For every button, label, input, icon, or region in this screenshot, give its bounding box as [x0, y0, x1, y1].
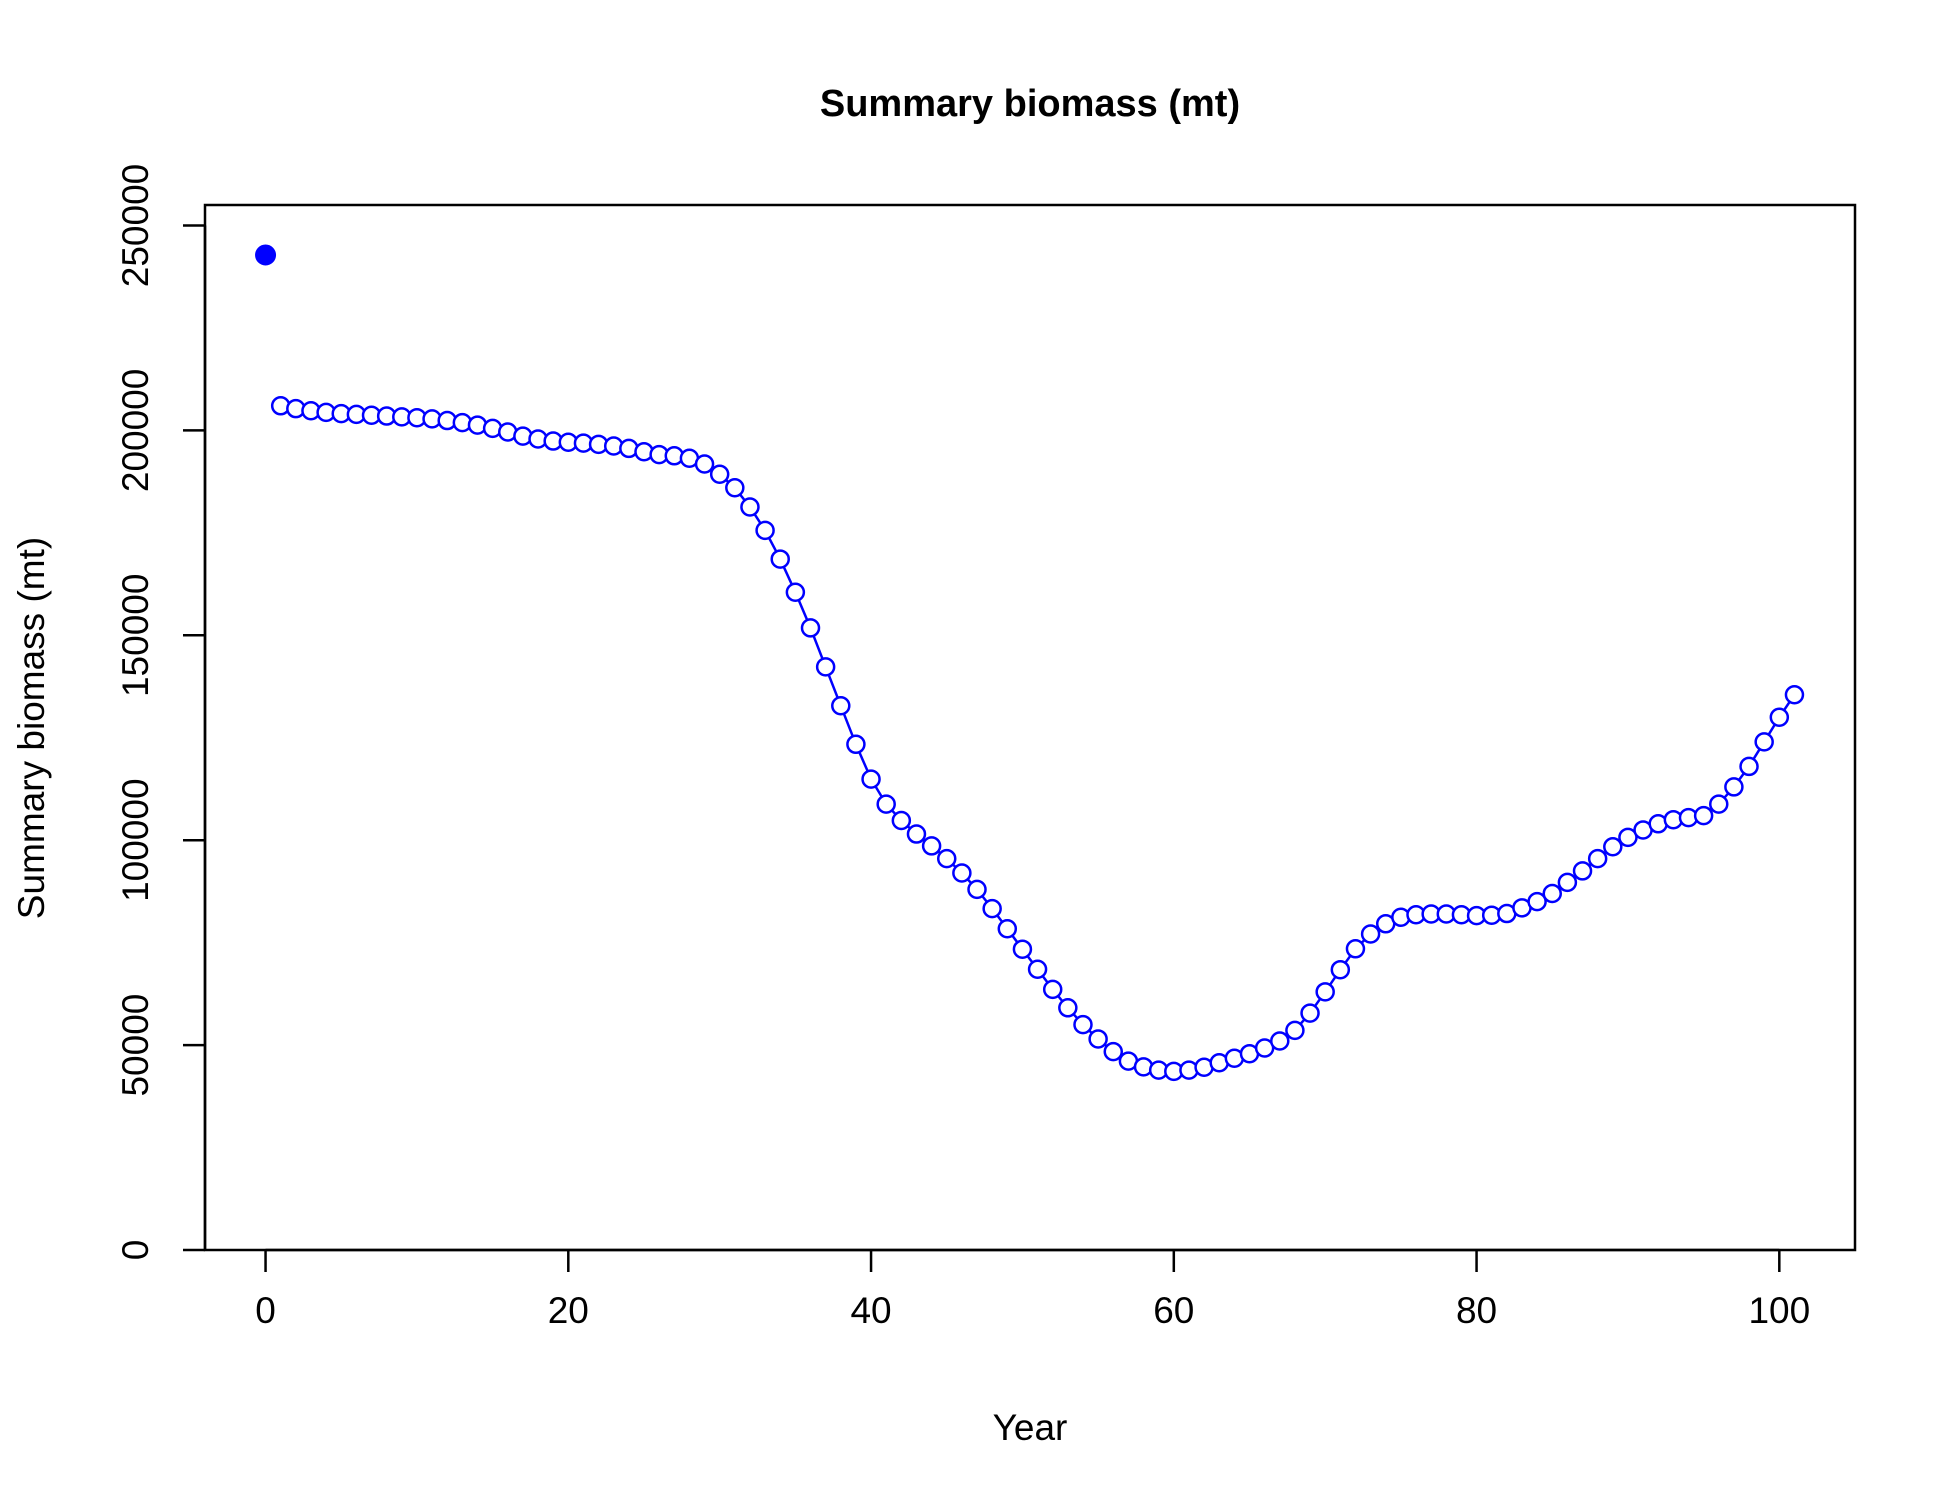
data-point	[997, 918, 1018, 939]
data-point	[1345, 939, 1366, 959]
data-point	[921, 836, 942, 856]
x-tick-label: 60	[1153, 1290, 1194, 1331]
data-point	[831, 696, 851, 716]
data-point	[1103, 1041, 1124, 1062]
data-point	[740, 497, 760, 517]
data-point	[1587, 848, 1608, 869]
data-point	[1270, 1031, 1290, 1051]
data-point	[1315, 982, 1335, 1002]
x-tick-label: 0	[255, 1290, 276, 1331]
data-point	[785, 582, 806, 603]
data-point	[815, 657, 836, 677]
y-axis-label: Summary biomass (mt)	[11, 537, 52, 919]
x-tick-label: 40	[850, 1290, 891, 1331]
data-point	[1769, 707, 1790, 728]
data-point	[1603, 837, 1623, 857]
data-point	[694, 454, 715, 474]
data-point	[967, 879, 987, 900]
data-point	[725, 478, 745, 498]
data-point	[1330, 959, 1351, 980]
x-tick-label: 80	[1456, 1290, 1497, 1331]
data-point	[1557, 872, 1578, 893]
x-axis: 0 20 40 60 80 100	[255, 1248, 1810, 1331]
data-point	[1027, 959, 1048, 980]
data-point	[1784, 684, 1805, 705]
data-point	[891, 810, 912, 831]
data-point	[1088, 1029, 1108, 1049]
data-point	[755, 520, 775, 541]
data-point	[861, 769, 881, 789]
data-point	[1527, 891, 1547, 912]
data-point	[952, 863, 972, 883]
data-point	[1012, 939, 1033, 959]
data-point	[1572, 861, 1593, 881]
y-tick-label: 250000	[115, 164, 156, 287]
y-axis: 0 50000 100000 150000 200000 250000	[115, 164, 207, 1261]
data-point	[906, 824, 927, 844]
y-tick-label: 100000	[115, 778, 156, 901]
virgin-biomass-point	[255, 244, 277, 266]
x-axis-label: Year	[993, 1407, 1068, 1448]
data-point	[846, 734, 866, 755]
data-point	[982, 898, 1002, 919]
y-tick-label: 200000	[115, 369, 156, 492]
data-point	[1058, 998, 1078, 1018]
data-point	[770, 549, 790, 569]
data-point	[1618, 827, 1638, 848]
data-point	[1754, 732, 1774, 752]
data-point	[876, 794, 896, 814]
data-point	[709, 464, 730, 484]
x-tick-label: 20	[548, 1290, 589, 1331]
data-point	[1285, 1020, 1305, 1041]
data-point	[1693, 805, 1714, 826]
data-marks	[255, 244, 1805, 1082]
y-tick-label: 150000	[115, 574, 156, 697]
data-point	[1724, 777, 1744, 797]
data-point	[1360, 924, 1381, 944]
chart-title: Summary biomass (mt)	[820, 83, 1240, 125]
y-tick-label: 0	[115, 1240, 156, 1261]
data-point	[1739, 756, 1759, 777]
data-point	[1073, 1014, 1093, 1035]
y-tick-label: 50000	[115, 994, 156, 1097]
data-point	[1042, 979, 1063, 1000]
x-tick-label: 100	[1748, 1290, 1810, 1331]
data-point	[800, 618, 821, 638]
data-point	[1542, 883, 1562, 904]
data-point	[936, 848, 957, 869]
plot-area-frame	[203, 203, 1857, 1252]
data-point	[1300, 1003, 1320, 1023]
data-point	[1709, 794, 1729, 814]
